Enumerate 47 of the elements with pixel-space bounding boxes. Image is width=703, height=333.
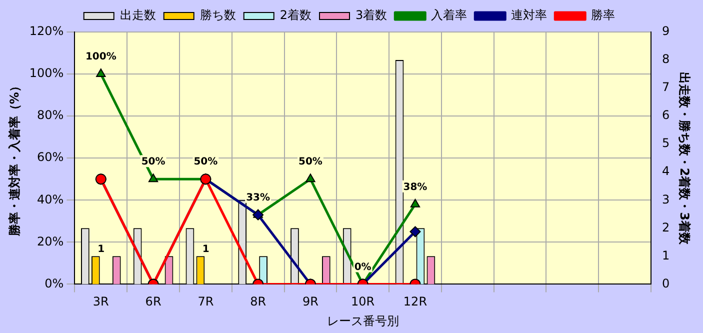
y-tick-label: 0% [44,276,64,290]
x-tick-label: 9R [302,294,318,309]
y-tick-label: 80% [37,108,64,122]
legend-label: 連対率 [511,8,548,22]
y-tick-label: 20% [37,234,64,248]
point [148,174,158,182]
x-tick-label: 7R [198,294,214,309]
y2-tick-label: 9 [662,24,670,38]
x-tick-label: 10R [351,294,375,309]
point [410,198,420,208]
y2-tick-label: 5 [662,136,670,150]
y-axis-title: 勝率・連対率・入着率（%） [7,80,22,238]
x-tick-label: 3R [92,294,109,309]
data-label: 1 [202,244,210,255]
y2-tick-label: 7 [662,80,670,94]
data-label: 0% [354,262,372,273]
data-label: 38% [403,182,428,193]
y-tick-label: 120% [29,24,64,38]
point [306,174,316,182]
y2-tick-label: 1 [662,248,670,262]
data-label: 50% [141,156,166,168]
x-tick-label: 6R [145,294,162,309]
y2-tick-label: 0 [662,276,670,290]
data-label: 1 [98,244,105,255]
x-tick-label: 12R [403,294,428,309]
y2-tick-label: 2 [662,220,670,234]
point [252,209,264,220]
y2-tick-label: 8 [662,52,670,66]
y-tick-label: 100% [29,66,64,80]
x-axis-title: レース番号別 [326,314,399,328]
x-tick-label: 8R [250,294,266,309]
y2-tick-label: 3 [662,192,670,206]
legend-label: 勝ち数 [200,8,236,22]
legend-label: 2着数 [280,8,312,22]
y-tick-label: 40% [37,192,64,206]
y-tick-label: 60% [37,150,64,164]
y2-axis-title: 出走数・勝ち数・2着数・3着数 [678,72,692,246]
y2-tick-label: 4 [662,164,670,178]
data-label: 33% [246,192,270,204]
legend-label: 入着率 [431,8,468,22]
data-label: 100% [85,52,116,63]
legend-label: 3着数 [356,8,388,22]
data-label: 50% [194,156,218,168]
y2-tick-label: 6 [662,108,670,122]
data-label: 50% [298,156,322,168]
legend-label: 出走数 [120,8,156,22]
legend-label: 勝率 [591,8,616,22]
